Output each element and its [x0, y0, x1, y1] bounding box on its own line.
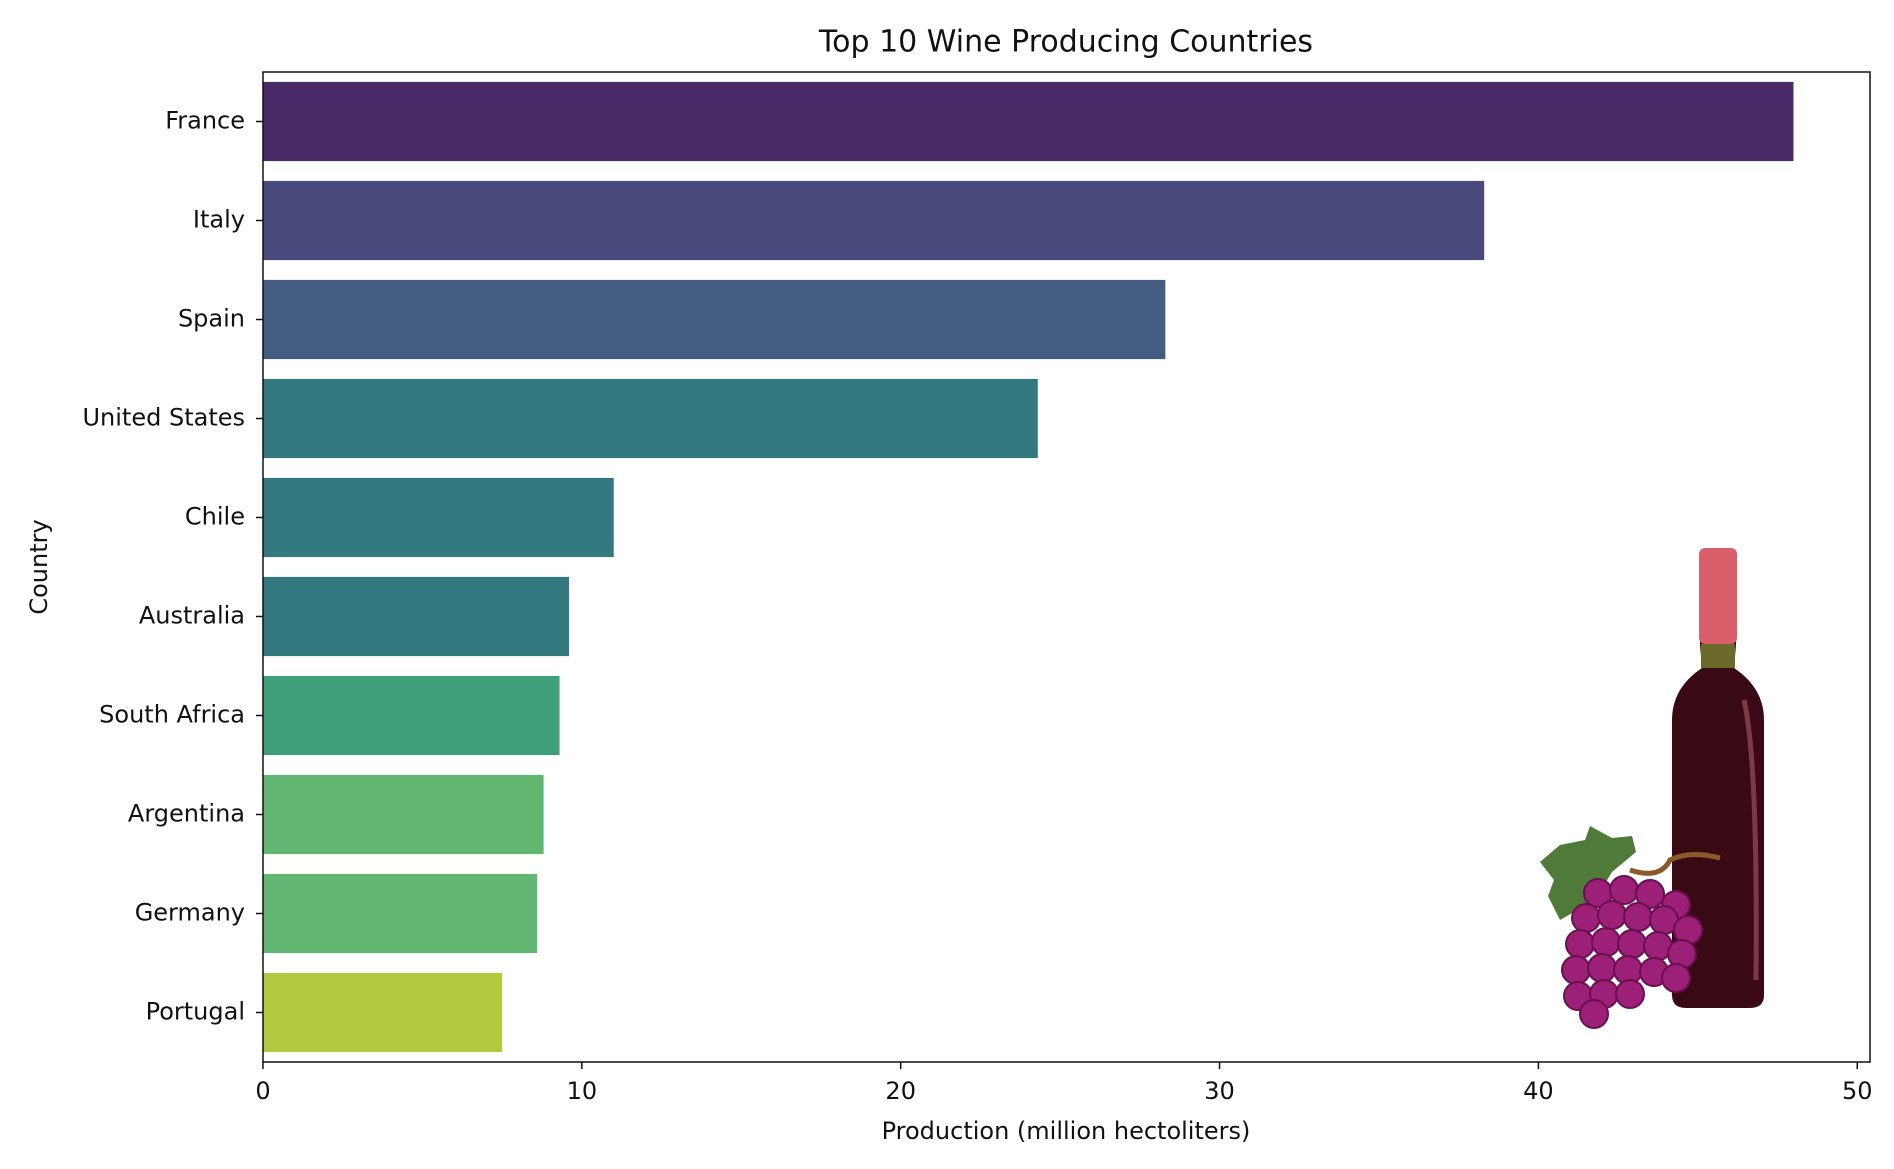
bar	[263, 774, 544, 855]
y-tick-label: France	[165, 107, 245, 135]
bar	[263, 675, 560, 756]
plot-frame	[262, 71, 1871, 1063]
bar	[263, 576, 570, 657]
y-axis-label: Country	[25, 519, 53, 614]
wine-bottle	[1672, 548, 1764, 1008]
x-tick-label: 30	[1204, 1077, 1235, 1105]
y-tick-label: Argentina	[128, 800, 245, 828]
grape-leaf	[1540, 826, 1636, 920]
bar	[263, 378, 1038, 459]
bottle-cap	[1699, 548, 1737, 644]
x-tick-label: 10	[567, 1077, 598, 1105]
y-tick-label: South Africa	[99, 701, 245, 729]
bar	[263, 873, 538, 954]
grape-cluster	[1561, 875, 1703, 1029]
y-tick-label: Italy	[193, 206, 245, 234]
y-tick-label: United States	[82, 404, 245, 432]
y-tick-label: Germany	[135, 899, 245, 927]
grape-stem	[1629, 852, 1721, 876]
x-tick-label: 0	[255, 1077, 270, 1105]
y-tick-label: Australia	[139, 602, 245, 630]
bar	[263, 279, 1166, 360]
y-tick-label: Chile	[185, 503, 245, 531]
x-tick-label: 20	[885, 1077, 916, 1105]
x-axis-label: Production (million hectoliters)	[882, 1117, 1251, 1145]
x-tick-label: 50	[1842, 1077, 1873, 1105]
bar	[263, 81, 1794, 162]
y-tick-label: Spain	[178, 305, 245, 333]
bottle-neck	[1701, 644, 1735, 668]
bar	[263, 477, 614, 558]
chart-title: Top 10 Wine Producing Countries	[818, 25, 1313, 60]
x-tick-label: 40	[1523, 1077, 1554, 1105]
wine-illustration	[1540, 548, 1764, 1029]
y-tick-label: Portugal	[146, 998, 245, 1026]
bar	[263, 972, 503, 1053]
bottle-highlight	[1741, 699, 1759, 981]
bar	[263, 180, 1485, 261]
